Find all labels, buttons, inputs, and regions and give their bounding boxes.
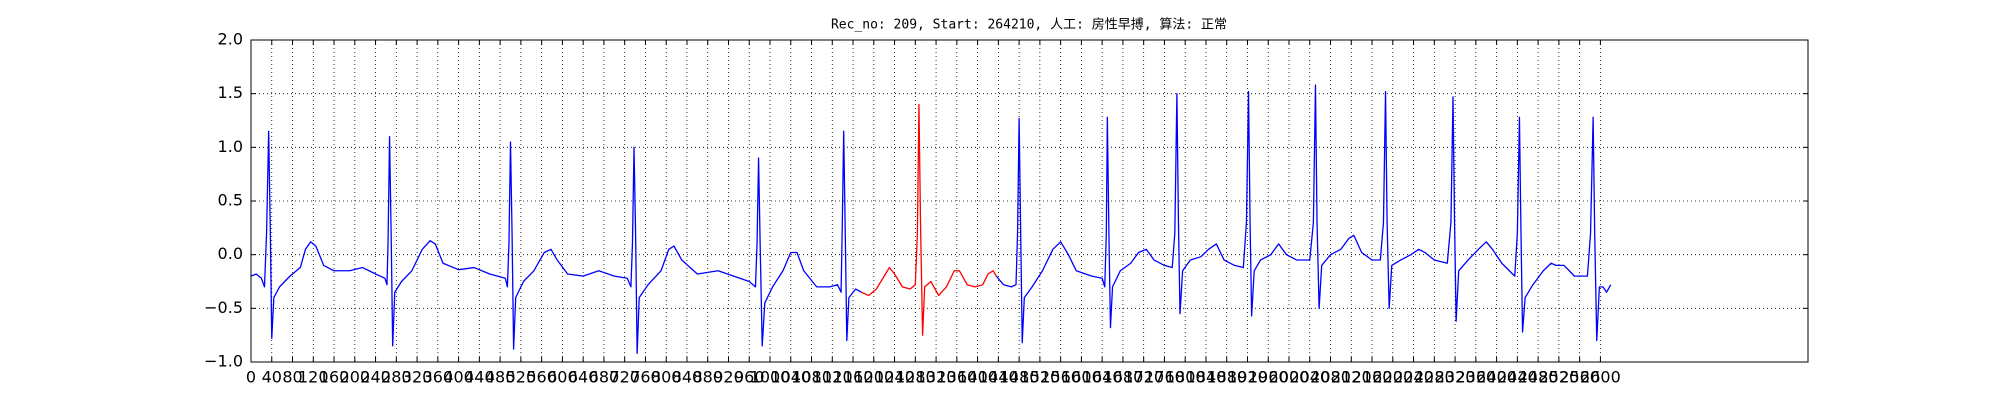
x-tick-label: 1320: [916, 368, 957, 387]
x-tick-label: 1920: [1227, 368, 1268, 387]
x-tick-label: 2480: [1518, 368, 1559, 387]
y-tick-label: 2.0: [218, 30, 243, 49]
x-tick-label: 720: [609, 368, 640, 387]
y-tick-label: 1.5: [218, 83, 243, 102]
x-tick-label: 520: [506, 368, 537, 387]
y-tick-label: 1.0: [218, 137, 243, 156]
x-tick-label: 2560: [1559, 368, 1600, 387]
x-tick-label: 1560: [1040, 368, 1081, 387]
x-tick-label: 480: [485, 368, 516, 387]
x-tick-label: 200: [340, 368, 371, 387]
x-tick-label: 760: [630, 368, 661, 387]
ecg-line: [250, 130, 862, 355]
x-tick-label: 1880: [1206, 368, 1247, 387]
x-tick-label: 1160: [833, 368, 874, 387]
x-tick-label: 2040: [1289, 368, 1330, 387]
x-tick-label: 880: [692, 368, 723, 387]
y-tick-label: 0.0: [218, 244, 243, 263]
x-tick-label: 2080: [1310, 368, 1351, 387]
x-tick-label: 440: [464, 368, 495, 387]
x-tick-label: 1720: [1123, 368, 1164, 387]
x-tick-label: 1240: [874, 368, 915, 387]
x-tick-label: 2200: [1372, 368, 1413, 387]
y-tick-label: 0.5: [218, 191, 243, 210]
x-tick-label: 960: [734, 368, 765, 387]
x-tick-label: 640: [568, 368, 599, 387]
x-tick-label: 1360: [936, 368, 977, 387]
x-tick-label: 1280: [895, 368, 936, 387]
x-tick-label: 600: [547, 368, 578, 387]
ecg-line: [995, 84, 1612, 344]
x-tick-label: 1080: [791, 368, 832, 387]
x-tick-label: 920: [713, 368, 744, 387]
x-tick-label: 2240: [1393, 368, 1434, 387]
x-tick-label: 1440: [978, 368, 1019, 387]
y-tick-label: −0.5: [204, 298, 243, 317]
x-tick-label: 0: [246, 368, 256, 387]
x-tick-label: 1480: [999, 368, 1040, 387]
x-tick-label: 40: [262, 368, 282, 387]
x-tick-label: 1520: [1020, 368, 1061, 387]
x-tick-label: 360: [423, 368, 454, 387]
ecg-line: [861, 103, 997, 336]
x-tick-label: 1800: [1165, 368, 1206, 387]
x-tick-label: 840: [672, 368, 703, 387]
chart-title: Rec_no: 209, Start: 264210, 人工: 房性早搏, 算法…: [831, 17, 1227, 33]
x-tick-label: 1000: [750, 368, 791, 387]
x-tick-label: 1840: [1186, 368, 1227, 387]
x-tick-label: 1760: [1144, 368, 1185, 387]
x-tick-label: 800: [651, 368, 682, 387]
x-tick-label: 1600: [1061, 368, 1102, 387]
x-tick-label: 160: [319, 368, 350, 387]
x-tick-label: 80: [282, 368, 302, 387]
x-tick-label: 240: [360, 368, 391, 387]
x-tick-label: 320: [402, 368, 433, 387]
x-tick-label: 1040: [770, 368, 811, 387]
x-tick-label: 2160: [1352, 368, 1393, 387]
x-tick-label: 1200: [853, 368, 894, 387]
x-tick-label: 1680: [1103, 368, 1144, 387]
x-tick-label: 1400: [957, 368, 998, 387]
x-tick-label: 400: [443, 368, 474, 387]
x-tick-label: 2120: [1331, 368, 1372, 387]
x-tick-label: 560: [526, 368, 557, 387]
y-tick-label: −1.0: [204, 352, 243, 371]
x-tick-label: 1120: [812, 368, 853, 387]
x-tick-label: 280: [381, 368, 412, 387]
x-tick-label: 2520: [1539, 368, 1580, 387]
x-tick-label: 2600: [1580, 368, 1621, 387]
x-tick-label: 1640: [1082, 368, 1123, 387]
x-tick-label: 680: [589, 368, 620, 387]
x-tick-label: 1960: [1248, 368, 1289, 387]
x-tick-label: 2000: [1269, 368, 1310, 387]
x-tick-label: 2400: [1476, 368, 1517, 387]
x-tick-label: 2360: [1455, 368, 1496, 387]
x-tick-label: 2320: [1435, 368, 1476, 387]
x-tick-label: 2280: [1414, 368, 1455, 387]
x-tick-label: 120: [298, 368, 329, 387]
x-tick-label: 2440: [1497, 368, 1538, 387]
plot-frame: [250, 39, 1809, 363]
